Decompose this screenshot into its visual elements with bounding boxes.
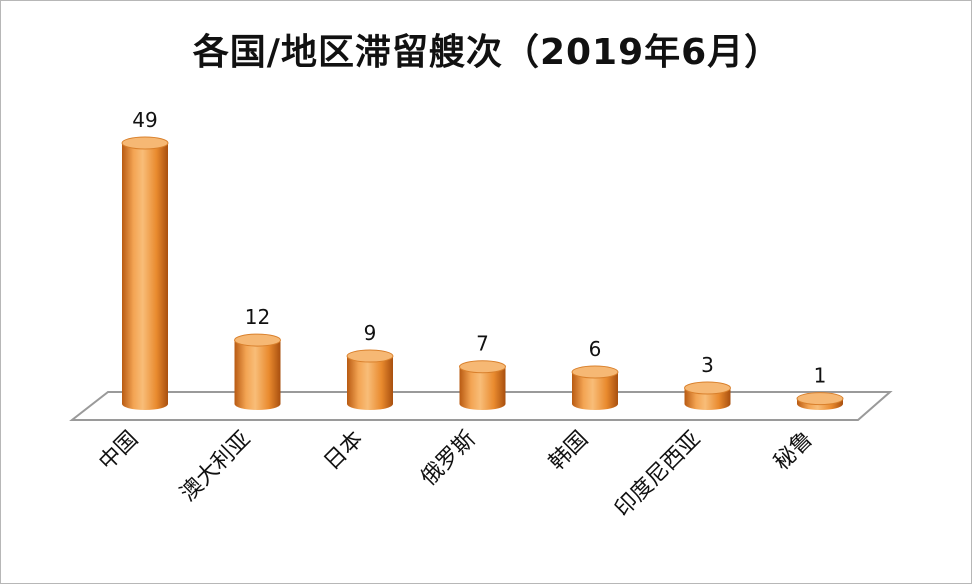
bar <box>571 365 619 410</box>
data-label: 12 <box>245 305 270 329</box>
bar <box>346 349 394 410</box>
bar <box>121 136 169 410</box>
data-label: 7 <box>476 332 489 356</box>
category-label: 韩国 <box>544 427 593 476</box>
bar-body <box>234 340 281 410</box>
category-label: 俄罗斯 <box>416 427 480 491</box>
bar-top <box>459 360 506 374</box>
category-label: 中国 <box>94 427 143 476</box>
bar-body <box>122 143 168 410</box>
category-label: 秘鲁 <box>769 427 818 476</box>
data-label: 6 <box>589 337 602 361</box>
category-label: 印度尼西亚 <box>610 427 705 522</box>
bar-top <box>796 392 844 406</box>
bar <box>459 360 506 410</box>
bar-top <box>684 381 731 395</box>
bar-body <box>572 372 618 410</box>
bar <box>796 392 844 410</box>
bar <box>234 333 281 410</box>
category-label: 日本 <box>319 427 368 476</box>
data-label: 1 <box>814 364 827 388</box>
bar-top <box>346 349 394 363</box>
bar-body <box>459 366 506 410</box>
category-label: 澳大利亚 <box>176 427 256 507</box>
data-label: 9 <box>364 321 377 345</box>
bar-top <box>121 136 169 150</box>
data-label: 3 <box>701 353 714 377</box>
chart-title: 各国/地区滞留艘次（2019年6月） <box>192 32 782 73</box>
bar-top <box>571 365 619 379</box>
bar <box>684 381 731 410</box>
bar-top <box>234 333 281 347</box>
data-label: 49 <box>132 108 157 132</box>
bar-body <box>347 356 393 410</box>
